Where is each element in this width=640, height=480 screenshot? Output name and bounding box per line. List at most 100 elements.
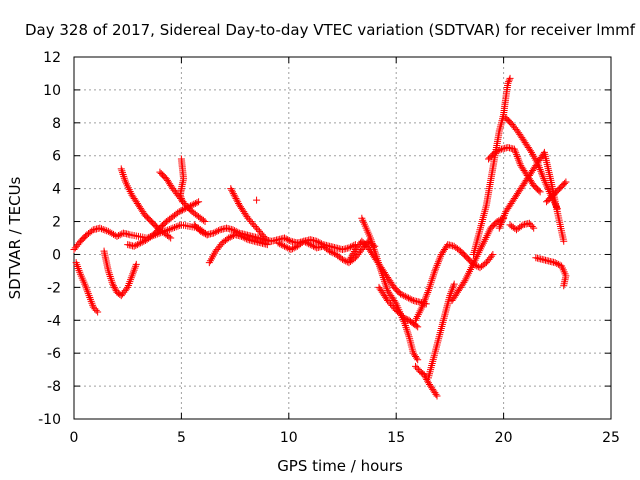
data-point <box>253 224 261 232</box>
data-point <box>214 227 222 235</box>
data-point <box>227 185 235 193</box>
data-point <box>88 227 96 235</box>
data-point <box>511 147 519 155</box>
y-tick-label: -8 <box>47 379 61 395</box>
data-point <box>188 201 196 209</box>
y-tick-label: 8 <box>52 116 61 132</box>
data-point <box>536 165 544 173</box>
data-point <box>251 222 259 230</box>
data-point <box>432 390 440 398</box>
data-point <box>434 260 442 268</box>
data-point <box>258 231 266 239</box>
data-point <box>301 238 309 246</box>
data-point <box>91 305 99 313</box>
data-point <box>210 229 218 237</box>
data-point <box>506 74 514 82</box>
data-point <box>276 240 284 248</box>
data-point <box>228 232 236 240</box>
data-point <box>488 252 496 260</box>
data-point <box>199 216 207 224</box>
data-point <box>403 325 411 333</box>
series-track-a <box>70 221 211 254</box>
data-point <box>423 376 431 384</box>
data-point <box>287 246 295 254</box>
data-point <box>405 294 413 302</box>
data-point <box>310 242 318 250</box>
data-point <box>231 227 239 235</box>
data-point <box>340 256 348 264</box>
data-point <box>174 222 182 230</box>
data-point <box>177 207 185 215</box>
data-point <box>418 303 426 311</box>
data-point <box>250 221 258 229</box>
data-point <box>247 218 255 226</box>
data-point <box>403 327 411 335</box>
data-point <box>525 219 533 227</box>
data-point <box>113 232 121 240</box>
data-point <box>526 147 534 155</box>
data-point <box>512 151 520 159</box>
data-point <box>118 167 126 175</box>
data-point <box>135 240 143 248</box>
x-tick-label: 10 <box>280 430 298 446</box>
y-tick-label: 6 <box>52 149 61 165</box>
data-point <box>431 267 439 275</box>
data-point <box>140 237 148 245</box>
data-point <box>389 303 397 311</box>
data-point <box>497 220 505 228</box>
data-point <box>412 322 420 330</box>
data-point <box>391 298 399 306</box>
y-tick-label: 2 <box>52 215 61 231</box>
data-point <box>422 294 430 302</box>
data-point <box>305 240 313 248</box>
data-point <box>285 236 293 244</box>
data-point <box>489 250 497 258</box>
data-point <box>197 227 205 235</box>
data-point <box>239 233 247 241</box>
data-point <box>117 165 125 173</box>
data-point <box>200 229 208 237</box>
data-point <box>496 222 504 230</box>
series-track-m <box>358 214 422 364</box>
data-point <box>175 208 183 216</box>
data-point <box>217 241 225 249</box>
y-tick-label: 10 <box>43 83 61 99</box>
data-point <box>106 273 114 281</box>
data-point <box>517 222 525 230</box>
data-point <box>248 219 256 227</box>
series-track-d <box>117 165 175 242</box>
data-point <box>422 292 430 300</box>
data-point <box>513 152 521 160</box>
data-point <box>213 227 221 235</box>
data-point <box>404 316 412 324</box>
grid-lines <box>74 57 611 419</box>
data-point <box>103 227 111 235</box>
series-track-x <box>532 254 570 290</box>
data-point <box>403 293 411 301</box>
data-point <box>460 278 468 286</box>
data-point <box>137 239 145 247</box>
data-point <box>347 243 355 251</box>
data-point <box>133 241 141 249</box>
data-point <box>528 222 536 230</box>
data-point <box>281 234 289 242</box>
data-point <box>130 242 138 250</box>
data-point <box>527 221 535 229</box>
data-point <box>435 256 443 264</box>
data-point <box>433 261 441 269</box>
data-point <box>260 232 268 240</box>
series-track-i <box>205 231 271 267</box>
series-track-j <box>227 185 269 242</box>
x-axis-label: GPS time / hours <box>277 457 403 475</box>
data-point <box>398 291 406 299</box>
data-point <box>510 145 518 153</box>
series-track-k <box>253 196 261 204</box>
data-point <box>512 149 520 157</box>
data-point <box>245 216 253 224</box>
data-point <box>501 210 509 218</box>
data-point <box>198 228 206 236</box>
data-point <box>190 200 198 208</box>
data-point <box>261 234 269 242</box>
data-point <box>193 199 201 207</box>
